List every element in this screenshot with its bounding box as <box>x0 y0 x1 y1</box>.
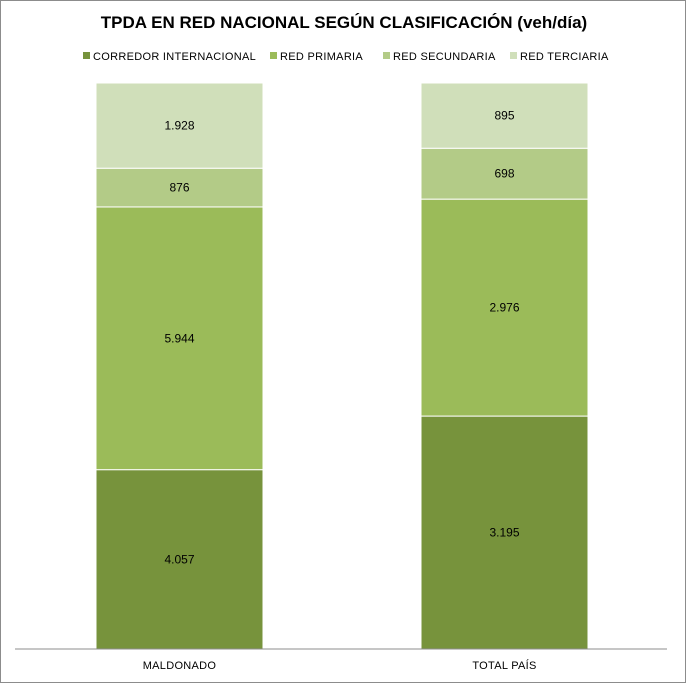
bar-total-pais-corredor-internacional <box>420 415 589 650</box>
legend-label: CORREDOR INTERNACIONAL <box>93 51 256 63</box>
data-label-maldonado-red-primaria: 5.944 <box>164 331 194 345</box>
bars-group <box>95 82 589 650</box>
data-label-total-pais-red-terciaria: 895 <box>494 109 514 123</box>
category-labels-group: MALDONADO TOTAL PAÍS <box>143 659 537 672</box>
legend-label: RED SECUNDARIA <box>393 51 496 63</box>
legend-swatch <box>83 52 90 59</box>
chart-title: TPDA EN RED NACIONAL SEGÚN CLASIFICACIÓN… <box>101 13 587 32</box>
bar-total-pais-red-secundaria <box>420 147 589 200</box>
data-label-total-pais-red-secundaria: 698 <box>494 167 514 181</box>
legend-swatch <box>270 52 277 59</box>
data-label-maldonado-red-terciaria: 1.928 <box>164 119 194 133</box>
bar-maldonado-corredor-internacional <box>95 469 264 650</box>
category-label-total-pais: TOTAL PAÍS <box>472 659 536 672</box>
legend-swatch <box>510 52 517 59</box>
bar-maldonado-red-primaria <box>95 206 264 471</box>
bar-total-pais-red-terciaria <box>420 82 589 149</box>
bar-total-pais-red-primaria <box>420 198 589 417</box>
legend-label: RED PRIMARIA <box>280 51 363 63</box>
legend-item-corredor-internacional: CORREDOR INTERNACIONAL <box>83 51 256 63</box>
legend-swatch <box>383 52 390 59</box>
legend: CORREDOR INTERNACIONAL RED PRIMARIA RED SE… <box>83 51 609 63</box>
legend-item-red-terciaria: RED TERCIARIA <box>510 51 609 63</box>
category-label-maldonado: MALDONADO <box>143 660 217 672</box>
legend-item-red-primaria: RED PRIMARIA <box>270 51 363 63</box>
legend-label: RED TERCIARIA <box>520 51 609 63</box>
data-labels-group: 4.057 5.944 876 1.928 3.195 2.976 698 895 <box>164 109 519 567</box>
legend-item-red-secundaria: RED SECUNDARIA <box>383 51 496 63</box>
bar-maldonado-red-terciaria <box>95 82 264 169</box>
data-label-total-pais-corredor-internacional: 3.195 <box>489 526 519 540</box>
data-label-maldonado-red-secundaria: 876 <box>169 181 189 195</box>
data-label-total-pais-red-primaria: 2.976 <box>489 301 519 315</box>
data-label-maldonado-corredor-internacional: 4.057 <box>164 552 194 566</box>
